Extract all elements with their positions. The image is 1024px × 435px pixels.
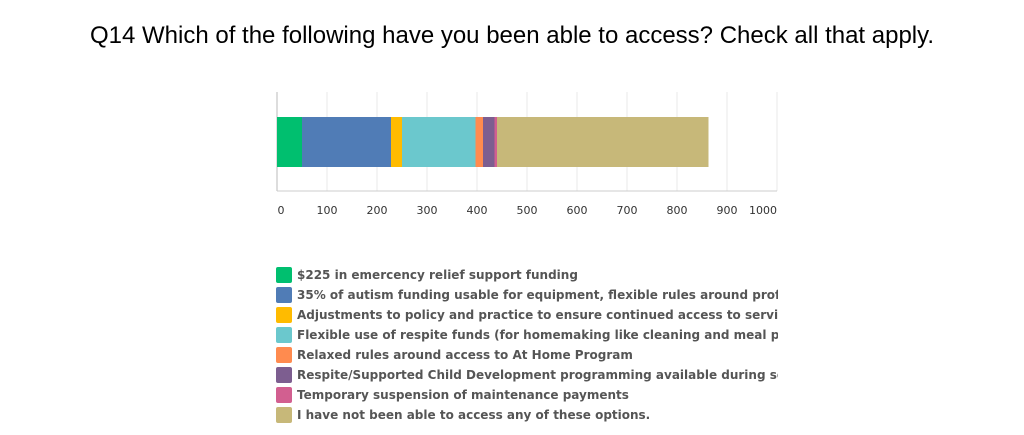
legend-label: Adjustments to policy and practice to en…: [297, 308, 778, 322]
x-tick-label: 400: [467, 204, 488, 217]
x-tick-label: 900: [717, 204, 738, 217]
bar-stack: [277, 117, 709, 167]
bar-segment-8[interactable]: [497, 117, 709, 167]
legend-item: Relaxed rules around access to At Home P…: [276, 345, 778, 365]
x-tick-label: 800: [667, 204, 688, 217]
legend: $225 in emercency relief support funding…: [276, 265, 778, 425]
legend-label: 35% of autism funding usable for equipme…: [297, 288, 778, 302]
x-tick-label: 100: [317, 204, 338, 217]
legend-item: Respite/Supported Child Development prog…: [276, 365, 778, 385]
legend-item: Temporary suspension of maintenance paym…: [276, 385, 778, 405]
x-tick-label: 0: [278, 204, 285, 217]
bar-segment-7[interactable]: [494, 117, 498, 167]
legend-label: I have not been able to access any of th…: [297, 408, 651, 422]
legend-swatch: [276, 327, 292, 343]
x-tick-label: 600: [567, 204, 588, 217]
legend-swatch: [276, 267, 292, 283]
x-tick-label: 200: [367, 204, 388, 217]
x-tick-label: 300: [417, 204, 438, 217]
bar-segment-4[interactable]: [402, 117, 476, 167]
x-tick-label: 1000: [749, 204, 777, 217]
bar-segment-1[interactable]: [277, 117, 302, 167]
legend-item: Flexible use of respite funds (for homem…: [276, 325, 778, 345]
legend-swatch: [276, 407, 292, 423]
legend-item: I have not been able to access any of th…: [276, 405, 778, 425]
bar-segment-3[interactable]: [391, 117, 402, 167]
legend-label: Temporary suspension of maintenance paym…: [297, 388, 629, 402]
stacked-bar-chart: 0 100 200 300 400 500 600 700 800 900 1000: [276, 92, 778, 217]
legend-swatch: [276, 367, 292, 383]
x-axis-ticks: 0 100 200 300 400 500 600 700 800 900 1000: [278, 204, 778, 217]
legend-item: 35% of autism funding usable for equipme…: [276, 285, 778, 305]
legend-label: $225 in emercency relief support funding: [297, 268, 578, 282]
bar-segment-2[interactable]: [302, 117, 391, 167]
chart-title: Q14 Which of the following have you been…: [89, 22, 935, 49]
legend-item: $225 in emercency relief support funding: [276, 265, 778, 285]
bar-segment-6[interactable]: [483, 117, 495, 167]
legend-label: Flexible use of respite funds (for homem…: [297, 328, 778, 342]
legend-swatch: [276, 387, 292, 403]
bar-segment-5[interactable]: [475, 117, 484, 167]
legend-label: Respite/Supported Child Development prog…: [297, 368, 778, 382]
legend-swatch: [276, 287, 292, 303]
x-tick-label: 500: [517, 204, 538, 217]
legend-item: Adjustments to policy and practice to en…: [276, 305, 778, 325]
legend-swatch: [276, 347, 292, 363]
legend-swatch: [276, 307, 292, 323]
x-tick-label: 700: [617, 204, 638, 217]
legend-label: Relaxed rules around access to At Home P…: [297, 348, 633, 362]
